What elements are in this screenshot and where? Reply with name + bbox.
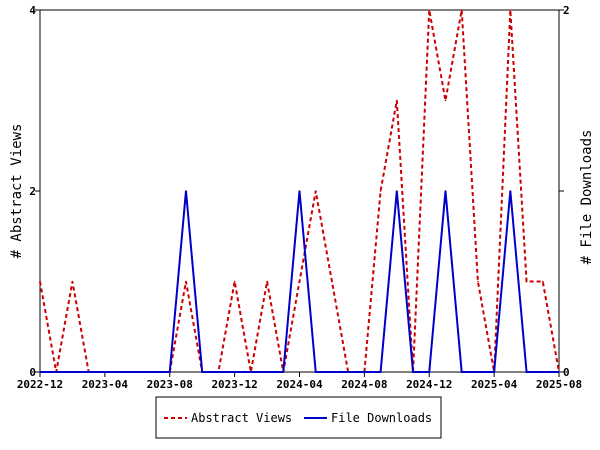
- y-axis-right-title: # File Downloads: [579, 130, 595, 265]
- data-point-file-downloads: [298, 190, 301, 192]
- data-point-file-downloads: [460, 371, 463, 373]
- axis-ticks: 2022-12 2023-04 2023-08 2023-12 2024-04 2024-…: [17, 4, 582, 391]
- data-point-file-downloads: [152, 371, 155, 373]
- y-right-tick-label: 2: [563, 4, 570, 17]
- data-point-file-downloads: [477, 371, 479, 373]
- data-point-file-downloads: [379, 371, 382, 373]
- data-point-abstract-views: [379, 190, 382, 192]
- data-point-file-downloads: [55, 371, 58, 373]
- y-axis-left-title: # Abstract Views: [9, 124, 25, 259]
- data-point-file-downloads: [363, 371, 366, 373]
- data-point-file-downloads: [266, 371, 268, 373]
- data-point-file-downloads: [282, 371, 285, 373]
- data-point-abstract-views: [185, 280, 187, 283]
- data-point-abstract-views: [509, 9, 512, 11]
- x-tick-label: 2022-12: [17, 378, 63, 391]
- x-tick-label: 2023-12: [211, 378, 257, 391]
- y-left-tick-label: 4: [29, 4, 36, 17]
- x-tick-label: 2025-04: [471, 378, 518, 391]
- data-point-file-downloads: [250, 371, 252, 373]
- data-point-file-downloads: [233, 371, 236, 373]
- data-point-file-downloads: [347, 371, 349, 373]
- data-point-abstract-views: [39, 280, 41, 283]
- legend-label-abstract-views: Abstract Views: [191, 411, 292, 425]
- data-point-file-downloads: [185, 190, 187, 192]
- x-tick-label: 2023-08: [147, 378, 193, 391]
- data-point-abstract-views: [460, 9, 463, 11]
- data-point-file-downloads: [444, 190, 447, 192]
- data-point-abstract-views: [444, 99, 447, 102]
- y-right-tick-label: 0: [563, 366, 570, 379]
- x-tick-label: 2024-08: [341, 378, 387, 391]
- x-tick-label: 2025-08: [536, 378, 582, 391]
- data-point-file-downloads: [87, 371, 90, 373]
- data-point-file-downloads: [104, 371, 106, 373]
- data-point-file-downloads: [412, 371, 414, 373]
- data-point-abstract-views: [428, 9, 431, 11]
- data-point-file-downloads: [493, 371, 495, 373]
- data-point-abstract-views: [525, 280, 528, 283]
- data-point-file-downloads: [428, 371, 431, 373]
- series-layer: [39, 9, 560, 373]
- data-point-file-downloads: [71, 371, 74, 373]
- data-point-file-downloads: [509, 190, 512, 192]
- data-point-file-downloads: [120, 371, 122, 373]
- data-point-file-downloads: [331, 371, 333, 373]
- y-left-tick-label: 0: [29, 366, 36, 379]
- data-point-file-downloads: [217, 371, 220, 373]
- data-point-abstract-views: [541, 280, 544, 283]
- x-tick-label: 2024-04: [276, 378, 323, 391]
- legend: Abstract Views File Downloads: [155, 396, 442, 439]
- data-point-file-downloads: [168, 371, 171, 373]
- data-point-abstract-views: [314, 190, 317, 192]
- data-point-file-downloads: [525, 371, 528, 373]
- data-point-abstract-views: [71, 280, 74, 283]
- legend-label-file-downloads: File Downloads: [331, 411, 432, 425]
- data-point-file-downloads: [314, 371, 317, 373]
- data-point-abstract-views: [331, 280, 333, 283]
- y-left-tick-label: 2: [29, 185, 36, 198]
- data-point-file-downloads: [396, 190, 398, 192]
- data-point-abstract-views: [266, 280, 268, 283]
- x-tick-label: 2023-04: [82, 378, 129, 391]
- x-tick-label: 2024-12: [406, 378, 452, 391]
- data-point-file-downloads: [541, 371, 544, 373]
- data-point-file-downloads: [558, 371, 560, 373]
- data-point-abstract-views: [477, 280, 479, 283]
- data-point-file-downloads: [201, 371, 203, 373]
- data-point-abstract-views: [298, 280, 301, 283]
- data-point-file-downloads: [39, 371, 41, 373]
- legend-box: [155, 396, 442, 439]
- data-point-abstract-views: [396, 99, 398, 102]
- data-point-file-downloads: [136, 371, 139, 373]
- data-point-abstract-views: [233, 280, 236, 283]
